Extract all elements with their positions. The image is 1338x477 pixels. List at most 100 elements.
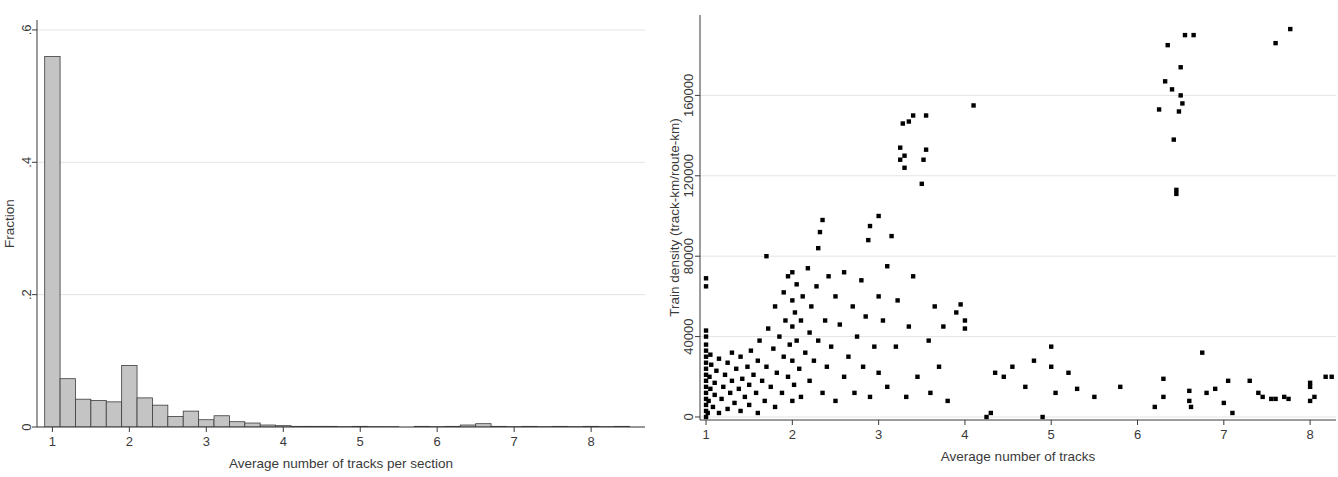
scatter-point (989, 411, 993, 415)
x-tick-label: 8 (1306, 427, 1313, 442)
scatter-point (704, 284, 708, 288)
scatter-point (1153, 405, 1157, 409)
scatter-point (738, 354, 742, 358)
scatter-point (945, 399, 949, 403)
scatter-point (704, 415, 708, 419)
scatter-point (885, 385, 889, 389)
x-tick (52, 427, 53, 432)
scatter-point (721, 385, 725, 389)
scatter-point (712, 393, 716, 397)
scatter-point (1273, 397, 1277, 401)
scatter-point (814, 284, 818, 288)
histogram-bar (137, 398, 152, 427)
scatter-point (711, 405, 715, 409)
y-axis-line (700, 15, 701, 420)
scatter-point (859, 278, 863, 282)
scatter-point (757, 338, 761, 342)
scatter-point (803, 350, 807, 354)
scatter-point (876, 371, 880, 375)
x-tick-label: 4 (961, 427, 968, 442)
x-axis-line (700, 420, 1336, 421)
scatter-point (898, 158, 902, 162)
scatter-point (745, 365, 749, 369)
scatter-point (723, 373, 727, 377)
x-tick-label: 1 (702, 427, 709, 442)
x-tick-label: 1 (49, 434, 56, 449)
scatter-point (706, 411, 710, 415)
scatter-point (937, 365, 941, 369)
scatter-point (816, 246, 820, 250)
scatter-point (786, 375, 790, 379)
scatter-point (868, 224, 872, 228)
histogram-bar (229, 422, 244, 427)
scatter-point (790, 270, 794, 274)
histogram-bar (183, 411, 198, 427)
y-tick-label: .6 (19, 25, 34, 36)
scatter-point (783, 318, 787, 322)
scatter-point (1118, 385, 1122, 389)
scatter-point (924, 147, 928, 151)
scatter-point (769, 385, 773, 389)
x-tick (964, 420, 965, 425)
scatter-point (775, 371, 779, 375)
scatter-point (743, 395, 747, 399)
scatter-point (730, 350, 734, 354)
scatter-point (730, 379, 734, 383)
x-tick (129, 427, 130, 432)
scatter-point (714, 369, 718, 373)
x-tick (514, 427, 515, 432)
histogram-bar (91, 401, 106, 427)
x-tick (878, 420, 879, 425)
scatter-point (881, 318, 885, 322)
scatter-point (1269, 397, 1273, 401)
scatter-point (1053, 391, 1057, 395)
x-tick-label: 5 (1048, 427, 1055, 442)
scatter-point (907, 324, 911, 328)
scatter-point (756, 359, 760, 363)
scatter-point (1230, 411, 1234, 415)
scatter-point (773, 405, 777, 409)
scatter-point (829, 344, 833, 348)
scatter-point (1010, 365, 1014, 369)
scatter-point (1163, 79, 1167, 83)
scatter-point (704, 354, 708, 358)
scatter-point (926, 338, 930, 342)
scatter-point (704, 342, 708, 346)
scatter-point (826, 274, 830, 278)
scatter-point (771, 346, 775, 350)
scatter-point (924, 113, 928, 117)
scatter-point (1260, 395, 1264, 399)
scatter-point (780, 391, 784, 395)
scatter-point (1312, 395, 1316, 399)
scatter-point (800, 294, 804, 298)
scatter-point (833, 399, 837, 403)
scatter-point (1222, 401, 1226, 405)
scatter-point (1191, 33, 1195, 37)
histogram-bar (152, 405, 167, 427)
scatter-point (704, 361, 708, 365)
scatter-point (706, 399, 710, 403)
scatter-point (1183, 33, 1187, 37)
x-tick (1223, 420, 1224, 425)
scatter-point (773, 304, 777, 308)
scatter-point (1308, 381, 1312, 385)
grid-line (37, 294, 645, 295)
scatter-point (920, 182, 924, 186)
scatter-point (866, 238, 870, 242)
grid-line (37, 427, 645, 428)
y-tick-label: .2 (19, 289, 34, 300)
scatter-point (709, 363, 713, 367)
grid-line (700, 256, 1336, 257)
grid-line (700, 95, 1336, 96)
scatter-point (842, 375, 846, 379)
histogram-bar (75, 399, 90, 427)
scatter-point (846, 354, 850, 358)
scatter-point (806, 266, 810, 270)
scatter-point (807, 330, 811, 334)
scatter-point (895, 298, 899, 302)
scatter-point (1213, 387, 1217, 391)
scatter-point (1288, 27, 1292, 31)
scatter-point (1161, 395, 1165, 399)
scatter-point (704, 276, 708, 280)
scatter-point (868, 395, 872, 399)
